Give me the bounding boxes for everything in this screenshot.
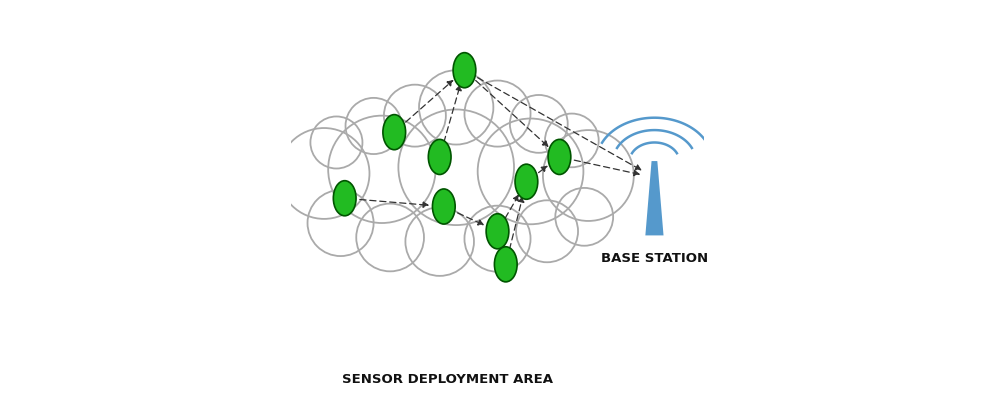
Ellipse shape (515, 164, 537, 199)
Circle shape (545, 114, 598, 167)
Circle shape (477, 119, 582, 224)
Ellipse shape (432, 189, 454, 224)
Circle shape (543, 130, 633, 221)
Circle shape (555, 188, 612, 246)
Circle shape (509, 95, 568, 153)
Ellipse shape (486, 214, 508, 249)
Ellipse shape (452, 53, 475, 88)
Ellipse shape (333, 180, 356, 216)
Circle shape (464, 206, 530, 272)
Circle shape (356, 204, 423, 271)
Circle shape (307, 190, 373, 256)
Circle shape (405, 207, 473, 276)
Circle shape (328, 116, 435, 223)
Ellipse shape (548, 139, 571, 174)
Circle shape (418, 70, 493, 145)
Ellipse shape (494, 247, 517, 282)
Circle shape (345, 98, 402, 154)
Circle shape (464, 81, 530, 147)
Circle shape (278, 128, 369, 219)
Circle shape (310, 116, 362, 169)
Ellipse shape (427, 139, 450, 174)
Ellipse shape (383, 114, 406, 150)
Circle shape (516, 200, 578, 262)
Polygon shape (645, 161, 663, 235)
Text: BASE STATION: BASE STATION (600, 252, 708, 265)
Circle shape (384, 85, 445, 147)
Text: SENSOR DEPLOYMENT AREA: SENSOR DEPLOYMENT AREA (342, 373, 553, 386)
Circle shape (398, 109, 514, 225)
